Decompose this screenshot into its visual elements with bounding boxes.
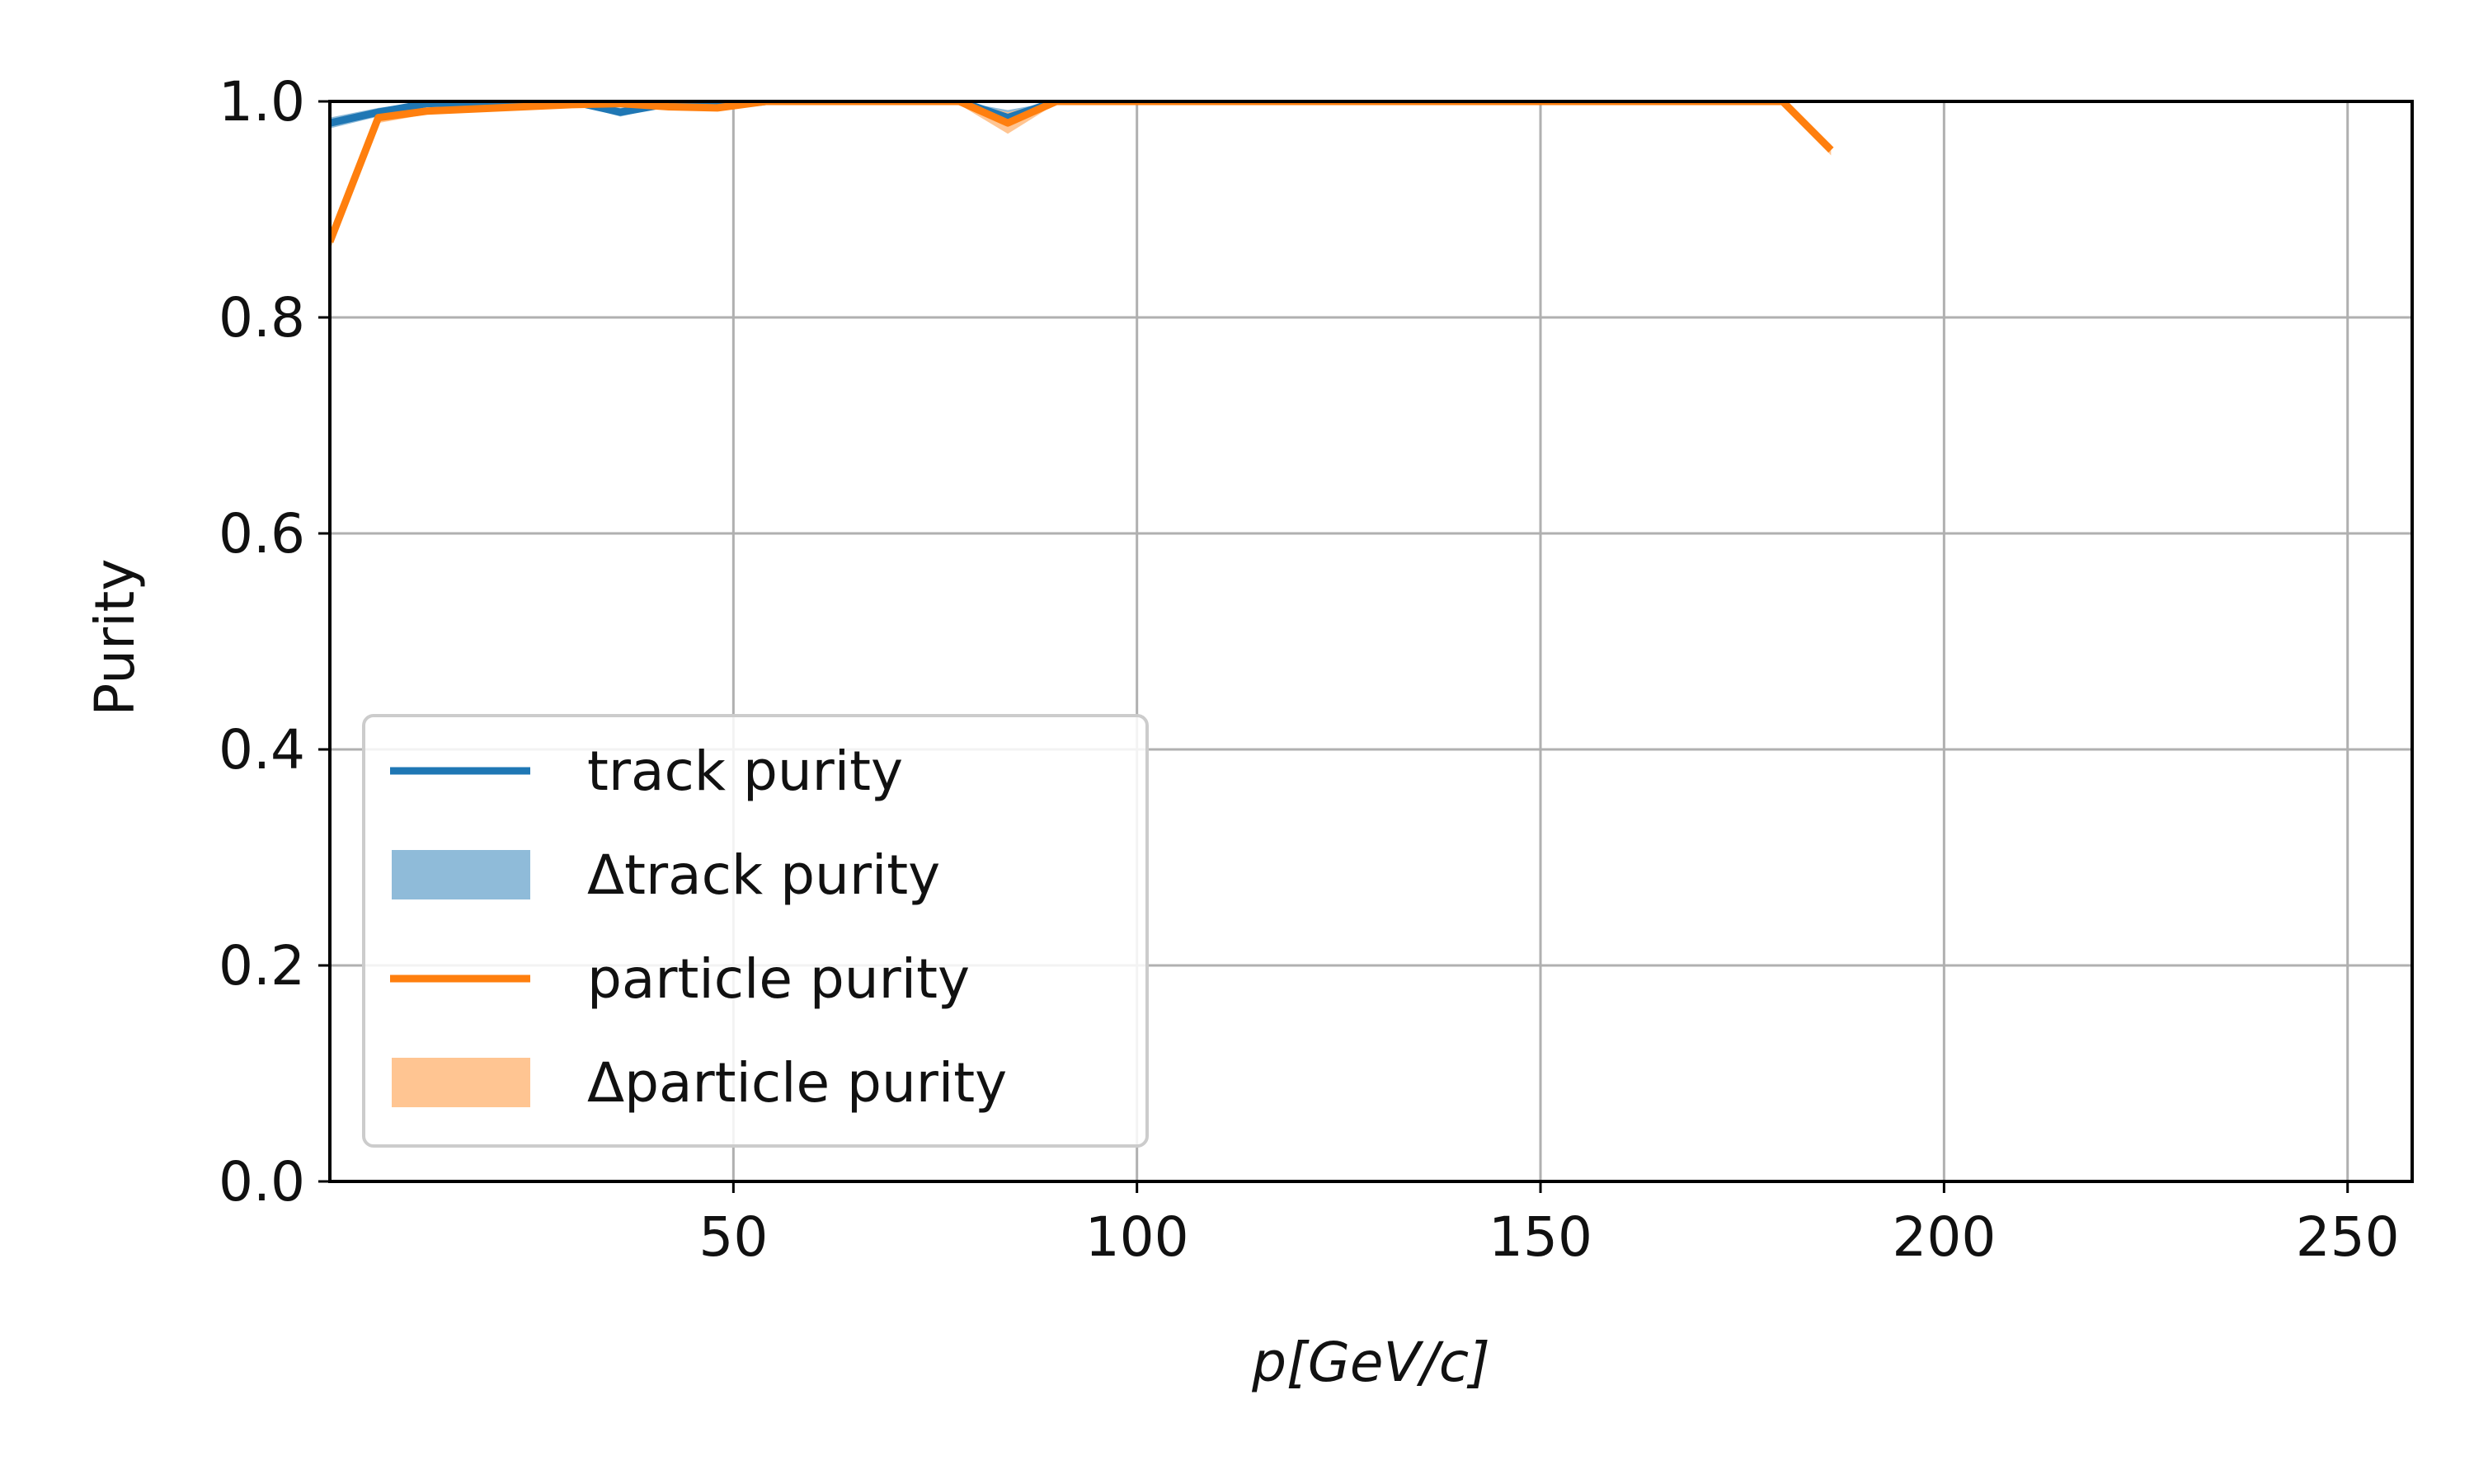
- y-axis-ticks: 0.0 0.2 0.4 0.6 0.8 1.0: [219, 70, 330, 1214]
- y-tick-label: 0.0: [219, 1150, 305, 1214]
- legend-swatch-band: [392, 1058, 530, 1107]
- plot-frame: [328, 100, 2414, 1183]
- legend-label: Δtrack purity: [587, 843, 940, 907]
- legend: track purity Δtrack purity particle purity…: [362, 714, 1149, 1148]
- x-tick-label: 50: [698, 1205, 768, 1269]
- y-tick-label: 0.2: [219, 934, 305, 998]
- y-tick-label: 0.8: [219, 286, 305, 350]
- legend-swatch-band: [392, 850, 530, 899]
- legend-label: particle purity: [587, 947, 970, 1011]
- y-axis-title: Purity: [83, 559, 147, 716]
- y-tick-label: 0.6: [219, 502, 305, 566]
- x-tick-label: 100: [1085, 1205, 1189, 1269]
- series-line-2: [330, 101, 1834, 243]
- x-tick-label: 150: [1489, 1205, 1592, 1269]
- legend-label: track purity: [587, 740, 903, 803]
- y-tick-label: 0.4: [219, 718, 305, 782]
- x-tick-label: 200: [1892, 1205, 1996, 1269]
- legend-box: [362, 714, 1149, 1148]
- y-tick-label: 1.0: [219, 70, 305, 134]
- x-axis-ticks: 50 100 150 200 250: [698, 1181, 2400, 1269]
- x-axis-title: p[GeV/c]: [1251, 1331, 1490, 1394]
- x-tick-label: 250: [2296, 1205, 2400, 1269]
- legend-label: Δparticle purity: [587, 1051, 1007, 1115]
